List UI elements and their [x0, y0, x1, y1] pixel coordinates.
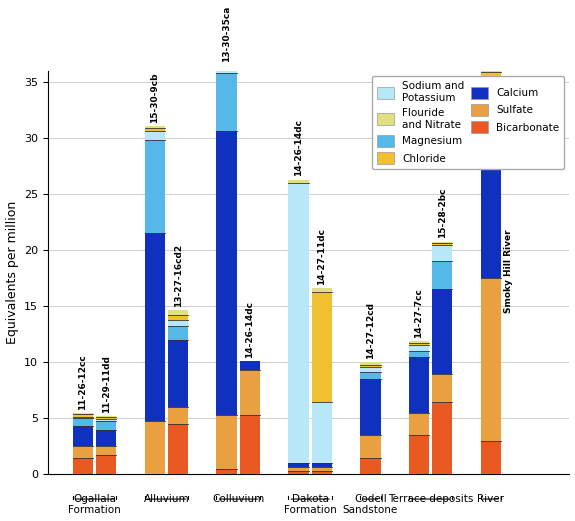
- Bar: [481, 68, 501, 72]
- Bar: [432, 244, 453, 262]
- Bar: [216, 73, 237, 131]
- Text: 13-30-35ca: 13-30-35ca: [222, 6, 231, 62]
- Bar: [360, 435, 381, 457]
- Bar: [360, 365, 381, 367]
- Text: 13-27-16cd2: 13-27-16cd2: [174, 244, 183, 307]
- Bar: [409, 435, 429, 475]
- Bar: [168, 327, 188, 340]
- Text: 14-26-14dc: 14-26-14dc: [246, 301, 255, 358]
- Bar: [168, 424, 188, 475]
- Bar: [72, 457, 93, 475]
- Text: 15-30-9cb: 15-30-9cb: [150, 72, 159, 123]
- Text: 14-27-7cc: 14-27-7cc: [415, 288, 423, 338]
- Bar: [144, 131, 165, 140]
- Bar: [240, 415, 260, 475]
- Bar: [481, 77, 501, 105]
- Bar: [360, 362, 381, 365]
- Y-axis label: Equivalents per million: Equivalents per million: [6, 201, 18, 344]
- Bar: [144, 126, 165, 128]
- Bar: [288, 466, 309, 471]
- Bar: [72, 426, 93, 446]
- Bar: [432, 242, 453, 243]
- Bar: [96, 417, 116, 419]
- Bar: [144, 140, 165, 233]
- Bar: [481, 278, 501, 441]
- Bar: [288, 471, 309, 475]
- Text: 14-27-12cd: 14-27-12cd: [366, 302, 375, 359]
- Bar: [409, 341, 429, 343]
- Bar: [168, 407, 188, 424]
- Bar: [481, 144, 501, 278]
- Text: 14-27-11dc: 14-27-11dc: [317, 228, 326, 285]
- Bar: [312, 471, 332, 475]
- Bar: [360, 379, 381, 435]
- Bar: [96, 420, 116, 429]
- Bar: [288, 180, 309, 183]
- Bar: [96, 416, 116, 417]
- Bar: [432, 262, 453, 290]
- Bar: [288, 463, 309, 466]
- Bar: [216, 69, 237, 73]
- Bar: [72, 446, 93, 457]
- Bar: [360, 367, 381, 373]
- Text: Smoky Hill River: Smoky Hill River: [504, 229, 513, 313]
- Bar: [481, 441, 501, 475]
- Bar: [72, 413, 93, 414]
- Bar: [240, 370, 260, 415]
- Legend: Sodium and
Potassium, Flouride
and Nitrate, Magnesium, Chloride, Calcium, Sulfat: Sodium and Potassium, Flouride and Nitra…: [372, 76, 564, 169]
- Bar: [409, 413, 429, 435]
- Bar: [312, 288, 332, 292]
- Bar: [144, 233, 165, 420]
- Bar: [240, 361, 260, 370]
- Bar: [96, 446, 116, 455]
- Bar: [312, 292, 332, 402]
- Bar: [96, 419, 116, 420]
- Text: 11-26-12cc: 11-26-12cc: [78, 354, 87, 410]
- Bar: [312, 463, 332, 466]
- Text: 11-29-11dd: 11-29-11dd: [102, 355, 111, 413]
- Bar: [72, 418, 93, 426]
- Bar: [409, 351, 429, 357]
- Bar: [144, 420, 165, 475]
- Bar: [288, 183, 309, 463]
- Bar: [360, 457, 381, 475]
- Text: 14-26-14dc: 14-26-14dc: [294, 119, 303, 176]
- Bar: [168, 310, 188, 315]
- Bar: [312, 402, 332, 463]
- Bar: [216, 66, 237, 69]
- Bar: [72, 417, 93, 418]
- Bar: [312, 466, 332, 471]
- Bar: [216, 65, 237, 66]
- Bar: [432, 402, 453, 475]
- Bar: [409, 357, 429, 413]
- Text: 15-28-2bc: 15-28-2bc: [438, 188, 447, 239]
- Bar: [360, 373, 381, 379]
- Bar: [168, 320, 188, 327]
- Bar: [216, 469, 237, 475]
- Bar: [96, 429, 116, 446]
- Bar: [72, 414, 93, 417]
- Bar: [432, 290, 453, 374]
- Bar: [481, 72, 501, 77]
- Bar: [144, 128, 165, 131]
- Bar: [168, 340, 188, 407]
- Bar: [409, 345, 429, 351]
- Bar: [96, 455, 116, 475]
- Bar: [216, 131, 237, 415]
- Bar: [409, 343, 429, 345]
- Bar: [432, 243, 453, 244]
- Bar: [216, 415, 237, 469]
- Bar: [432, 374, 453, 402]
- Bar: [481, 105, 501, 144]
- Bar: [168, 315, 188, 320]
